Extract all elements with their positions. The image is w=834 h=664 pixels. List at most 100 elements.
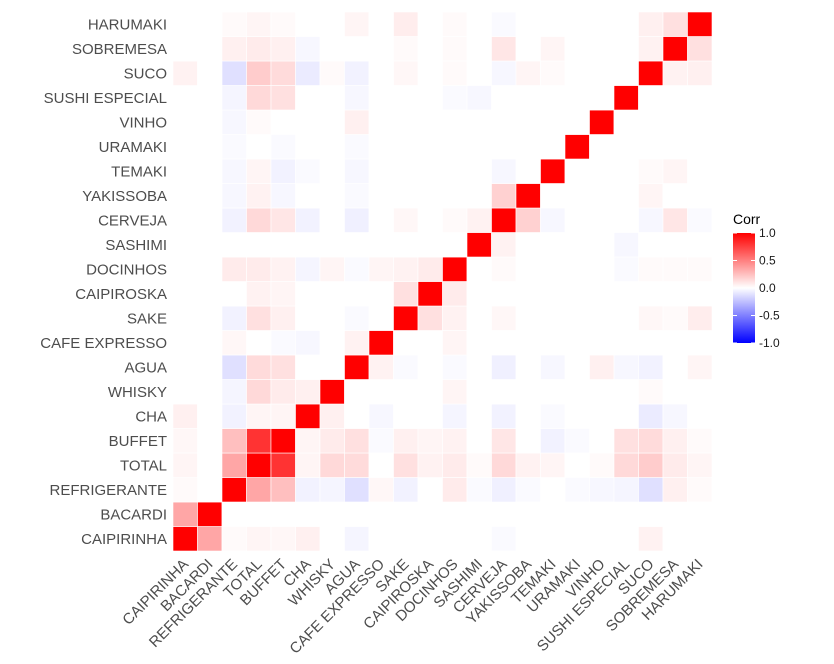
heatmap-cell [270,60,296,86]
heatmap-cell [442,501,468,527]
heatmap-cell [197,60,223,86]
y-tick-label: TEMAKI [111,163,167,180]
heatmap-cell [368,428,394,454]
heatmap-cell [638,158,664,184]
y-tick-label: CERVEJA [98,212,167,229]
heatmap-cell [589,85,615,111]
heatmap-cell [172,11,198,37]
heatmap-cell [344,452,370,478]
heatmap-cell [221,403,247,429]
heatmap-cell [515,428,541,454]
heatmap-cell [564,379,590,405]
y-tick-label: VINHO [119,114,167,131]
heatmap-cell [491,11,517,37]
heatmap-cell [515,256,541,282]
heatmap-cell [295,11,321,37]
heatmap-cell [172,183,198,209]
heatmap-cell [589,36,615,62]
heatmap-cell [589,403,615,429]
heatmap-cell [393,477,419,503]
heatmap-cell [368,379,394,405]
heatmap-cell [564,134,590,160]
heatmap-cell [344,183,370,209]
heatmap-cell [246,281,272,307]
heatmap-cell [687,207,713,233]
heatmap-cell [613,207,639,233]
heatmap-cell [393,256,419,282]
heatmap-cell [368,256,394,282]
heatmap-cell [515,183,541,209]
heatmap-cell [662,158,688,184]
heatmap-cell [295,85,321,111]
heatmap-cell [172,477,198,503]
heatmap-cell [197,428,223,454]
heatmap-cell [442,526,468,552]
y-tick-label: DOCINHOS [86,261,167,278]
heatmap-cell [589,379,615,405]
heatmap-cell [344,109,370,135]
heatmap-cell [515,452,541,478]
heatmap-cell [540,232,566,258]
heatmap-cell [589,428,615,454]
heatmap-cell [466,36,492,62]
heatmap-cell [197,36,223,62]
heatmap-cell [442,452,468,478]
heatmap-cell [270,428,296,454]
heatmap-cell [270,281,296,307]
heatmap-cell [417,354,443,380]
heatmap-cell [417,477,443,503]
heatmap-cell [246,403,272,429]
heatmap-cell [442,477,468,503]
heatmap-cell [638,452,664,478]
heatmap-cell [344,330,370,356]
heatmap-cell [344,428,370,454]
heatmap-cell [319,183,345,209]
heatmap-cell [319,158,345,184]
y-tick-label: CHA [135,408,167,425]
heatmap-cell [613,256,639,282]
heatmap-cell [319,36,345,62]
heatmap-cell [417,526,443,552]
heatmap-cell [172,428,198,454]
heatmap-cell [295,526,321,552]
heatmap-cell [638,134,664,160]
heatmap-cell [172,403,198,429]
y-tick-label: TOTAL [120,457,167,474]
heatmap-cell [515,501,541,527]
heatmap-cell [319,354,345,380]
heatmap-cell [295,281,321,307]
heatmap-cell [344,36,370,62]
heatmap-cell [417,11,443,37]
heatmap-cell [515,36,541,62]
heatmap-cell [270,305,296,331]
heatmap-cell [417,501,443,527]
heatmap-cell [491,207,517,233]
x-axis-tick-labels: CAIPIRINHABACARDIREFRIGERANTETOTALBUFFET… [119,556,706,658]
heatmap-cell [613,36,639,62]
heatmap-cell [589,207,615,233]
heatmap-cell [221,85,247,111]
heatmap-cell [662,428,688,454]
heatmap-cell [564,354,590,380]
heatmap-cell [564,109,590,135]
heatmap-cell [417,452,443,478]
heatmap-cell [662,403,688,429]
heatmap-cell [589,134,615,160]
heatmap-cell [515,330,541,356]
heatmap-cell [638,207,664,233]
heatmap-cell [319,134,345,160]
heatmap-cell [613,452,639,478]
heatmap-cell [589,354,615,380]
heatmap-cell [393,428,419,454]
heatmap-cell [687,526,713,552]
heatmap-cell [344,256,370,282]
heatmap-cell [246,477,272,503]
heatmap-cell [491,428,517,454]
heatmap-cell [442,36,468,62]
heatmap-cell [246,354,272,380]
heatmap-cell [613,134,639,160]
heatmap-cell [662,379,688,405]
heatmap-cell [319,477,345,503]
heatmap-cell [172,85,198,111]
